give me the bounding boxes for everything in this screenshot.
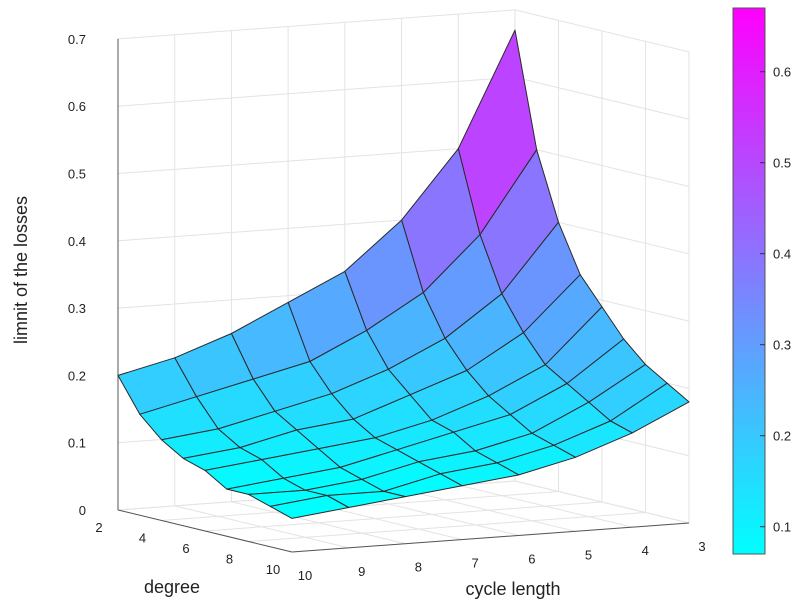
z-tick-label: 0.1 bbox=[68, 436, 86, 451]
x-tick-label: 10 bbox=[266, 562, 280, 577]
x-tick-label: 2 bbox=[95, 520, 102, 535]
grid-line-floor-y bbox=[514, 480, 690, 524]
colorbar: 0.1 0.2 0.3 0.4 0.5 0.6 bbox=[732, 7, 791, 555]
surface-patch bbox=[269, 495, 350, 519]
axis-ticks: 0 0.1 0.2 0.3 0.4 0.5 0.6 0.7 2 4 6 8 10 10 9 8 7 6 5 4 3 bbox=[68, 32, 706, 583]
z-tick-label: 0.5 bbox=[68, 167, 86, 182]
x-tick-label: 8 bbox=[226, 552, 233, 567]
grid-line-floor-y bbox=[401, 488, 576, 532]
y-tick-label: 4 bbox=[642, 543, 649, 558]
colorbar-tick-label: 0.2 bbox=[773, 429, 791, 444]
surface-mesh bbox=[117, 29, 690, 519]
y-axis-line bbox=[291, 522, 690, 553]
z-tick-label: 0.7 bbox=[68, 32, 86, 47]
x-tick-label: 4 bbox=[139, 531, 146, 546]
x-axis-line bbox=[117, 509, 293, 553]
colorbar-tick-label: 0.5 bbox=[773, 156, 791, 171]
z-tick-label: 0.4 bbox=[68, 234, 86, 249]
x-axis-label: degree bbox=[144, 577, 200, 597]
z-tick-label: 0 bbox=[79, 503, 86, 518]
colorbar-gradient bbox=[732, 7, 766, 555]
grid-line-floor-y bbox=[174, 505, 349, 549]
grid-line-floor-x bbox=[204, 501, 603, 532]
colorbar-tick-label: 0.3 bbox=[773, 338, 791, 353]
y-tick-label: 7 bbox=[472, 556, 479, 571]
grid-line-z bbox=[117, 76, 690, 120]
z-axis-label: limnit of the losses bbox=[11, 196, 31, 344]
grid-line-z bbox=[117, 144, 690, 188]
grid-line-floor-x bbox=[248, 512, 646, 542]
x-tick-label: 6 bbox=[182, 541, 189, 556]
y-tick-label: 9 bbox=[358, 564, 365, 579]
grid-line-floor-x bbox=[161, 491, 559, 521]
y-axis-label: cycle length bbox=[465, 579, 560, 599]
grid-line-floor-y bbox=[231, 501, 406, 545]
y-tick-label: 5 bbox=[585, 547, 592, 562]
colorbar-tick-label: 0.4 bbox=[773, 247, 791, 262]
z-tick-label: 0.3 bbox=[68, 301, 86, 316]
grid-line-floor-y bbox=[458, 484, 633, 528]
y-tick-label: 8 bbox=[415, 560, 422, 575]
y-tick-label: 6 bbox=[528, 551, 535, 566]
z-tick-label: 0.6 bbox=[68, 99, 86, 114]
colorbar-tick-label: 0.6 bbox=[773, 65, 791, 80]
z-tick-label: 0.2 bbox=[68, 368, 86, 383]
y-tick-label: 3 bbox=[698, 539, 705, 554]
colorbar-tick-label: 0.1 bbox=[773, 520, 791, 535]
y-tick-label: 10 bbox=[298, 568, 312, 583]
grid-line-z bbox=[117, 9, 690, 53]
